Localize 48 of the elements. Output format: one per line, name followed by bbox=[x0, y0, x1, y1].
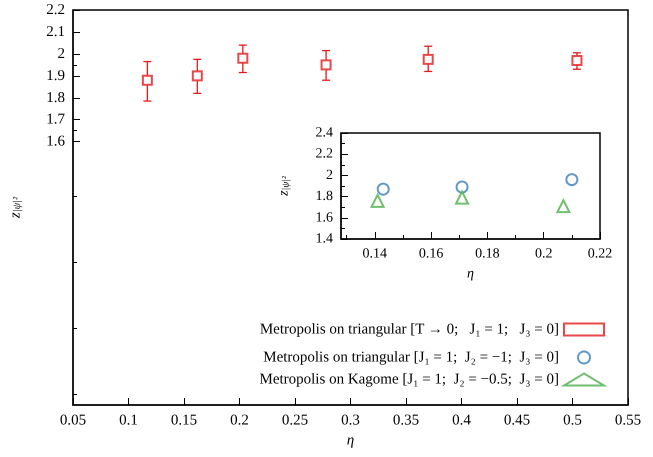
y-tick-label: 1.4 bbox=[316, 232, 333, 246]
point bbox=[556, 199, 570, 214]
x-tick-label: 0.22 bbox=[588, 246, 612, 262]
x-tick-label: 0.16 bbox=[418, 246, 444, 262]
legend-label: Metropolis on Kagome [J₁ = 1; J₂ = −0.5; J₃ = 0] bbox=[259, 372, 559, 388]
x-tick-label: 0.18 bbox=[475, 246, 500, 262]
y-tick-label: 1.6 bbox=[316, 210, 333, 226]
point bbox=[237, 52, 248, 64]
legend-label: Metropolis on triangular [J₁ = 1; J₂ = −1; J₃ = 0] bbox=[263, 350, 559, 366]
x-tick-label: 0.14 bbox=[362, 246, 388, 262]
x-tick-label: 0.35 bbox=[392, 412, 420, 428]
x-tick-label: 0.55 bbox=[614, 412, 642, 428]
y-tick-label: 2.2 bbox=[46, 2, 65, 18]
point bbox=[376, 182, 390, 196]
x-tick-label: 0.2 bbox=[230, 412, 249, 428]
x-tick-label: 0.3 bbox=[341, 412, 360, 428]
x-tick-label: 0.5 bbox=[563, 412, 582, 428]
x-axis-title: η bbox=[346, 432, 354, 448]
x-tick-label: 0.2 bbox=[534, 246, 552, 262]
x-tick-label: 0.25 bbox=[282, 412, 308, 428]
point bbox=[320, 59, 332, 70]
point bbox=[456, 180, 469, 194]
point bbox=[370, 194, 385, 208]
point bbox=[565, 173, 578, 186]
y-tick-label: 1.6 bbox=[46, 134, 66, 150]
x-tick-label: 0.4 bbox=[452, 412, 472, 428]
x-axis-title: η bbox=[467, 266, 474, 282]
point bbox=[422, 54, 434, 65]
x-tick-label: 0.45 bbox=[504, 412, 530, 428]
point bbox=[142, 74, 153, 86]
y-tick-label: 2.4 bbox=[316, 126, 333, 140]
y-axis-title: z|ψ|² bbox=[8, 196, 24, 220]
x-tick-label: 0.15 bbox=[170, 412, 198, 428]
y-axis-title: z|ψ|² bbox=[276, 175, 292, 197]
point bbox=[455, 190, 470, 205]
y-tick-label: 2 bbox=[58, 46, 65, 62]
point bbox=[192, 70, 203, 82]
x-tick-label: 0.05 bbox=[60, 412, 86, 428]
y-tick-label: 2.1 bbox=[46, 24, 65, 40]
y-tick-label: 1.8 bbox=[316, 189, 333, 204]
y-tick-label: 1.9 bbox=[46, 68, 65, 84]
y-tick-label: 2.2 bbox=[316, 146, 333, 162]
y-tick-label: 2 bbox=[326, 168, 333, 183]
y-tick-label: 1.7 bbox=[46, 112, 66, 128]
legend-label: Metropolis on triangular [T → 0; J₁ = 1; J₃ = 0] bbox=[260, 322, 559, 338]
y-tick-label: 1.8 bbox=[46, 90, 65, 106]
point bbox=[571, 54, 582, 66]
x-tick-label: 0.1 bbox=[119, 412, 138, 428]
